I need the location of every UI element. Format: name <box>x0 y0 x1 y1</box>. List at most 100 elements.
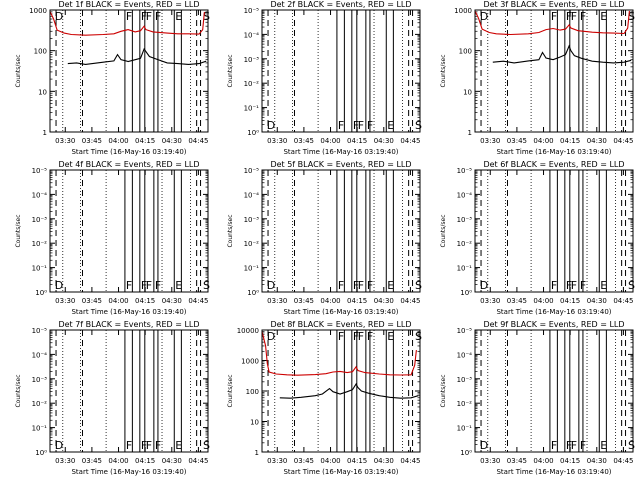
chart-panel-6: Det 6f BLACK = Events, RED = LLD Counts/s… <box>440 160 635 316</box>
events-series-line <box>67 47 207 65</box>
plot-frame <box>474 169 634 293</box>
y-tick-label: 100 <box>246 388 259 396</box>
y-axis-label: Counts/sec <box>15 54 22 87</box>
y-tick-label: 10⁰ <box>460 449 472 457</box>
x-tick-label: 04:45 <box>400 457 420 465</box>
marker-label-f: F <box>146 10 152 23</box>
marker-label-s: S <box>415 330 422 343</box>
y-tick-label: 10000 <box>237 327 259 335</box>
marker-label-e: E <box>387 119 394 132</box>
events-series-line <box>279 382 419 399</box>
marker-label-e: E <box>600 10 607 23</box>
x-axis-label: Start Time (16-May-16 03:19:40) <box>496 468 611 476</box>
x-axis-label: Start Time (16-May-16 03:19:40) <box>496 148 611 156</box>
y-tick-label: 1000 <box>454 7 472 15</box>
x-tick-label: 04:00 <box>320 297 340 305</box>
x-tick-label: 04:15 <box>347 297 367 305</box>
chart-panel-3: Det 3f BLACK = Events, RED = LLD Counts/s… <box>440 0 635 156</box>
x-tick-label: 04:15 <box>347 137 367 145</box>
y-tick-label: 10⁻¹ <box>244 105 260 113</box>
marker-label-d: D <box>480 279 488 292</box>
chart-title: Det 6f BLACK = Events, RED = LLD <box>483 160 624 169</box>
marker-label-d: D <box>267 119 275 132</box>
marker-label-f: F <box>338 119 344 132</box>
chart-panel-1: Det 1f BLACK = Events, RED = LLD Counts/s… <box>15 0 210 156</box>
lld-series-line <box>474 10 630 36</box>
chart-panel-4: Det 4f BLACK = Events, RED = LLD Counts/s… <box>15 160 210 316</box>
y-tick-label: 10⁻⁴ <box>457 191 473 199</box>
x-tick-label: 04:15 <box>560 137 580 145</box>
x-tick-label: 04:00 <box>108 137 128 145</box>
marker-label-f: F <box>141 279 147 292</box>
y-tick-label: 10⁻⁴ <box>32 191 48 199</box>
marker-label-d: D <box>267 279 275 292</box>
y-tick-label: 10⁰ <box>460 289 472 297</box>
x-tick-label: 04:00 <box>533 457 553 465</box>
marker-label-f: F <box>338 330 344 343</box>
y-tick-label: 10⁻³ <box>457 376 473 384</box>
x-tick-label: 04:00 <box>108 457 128 465</box>
x-tick-label: 03:45 <box>82 457 102 465</box>
y-tick-label: 10⁰ <box>35 449 47 457</box>
x-tick-label: 04:30 <box>587 457 607 465</box>
x-tick-label: 03:45 <box>82 137 102 145</box>
marker-label-e: E <box>600 279 607 292</box>
x-tick-label: 03:45 <box>507 457 527 465</box>
y-tick-label: 1 <box>43 129 47 137</box>
x-tick-label: 03:30 <box>267 137 287 145</box>
y-tick-label: 100 <box>34 48 47 56</box>
marker-label-e: E <box>175 10 182 23</box>
y-axis-label: Counts/sec <box>227 214 234 247</box>
x-tick-label: 04:30 <box>374 137 394 145</box>
marker-label-s: S <box>415 279 422 292</box>
chart-title: Det 9f BLACK = Events, RED = LLD <box>483 320 624 329</box>
y-axis-label: Counts/sec <box>227 54 234 87</box>
y-tick-label: 10⁻⁴ <box>457 351 473 359</box>
y-tick-label: 10⁻⁵ <box>32 167 48 175</box>
x-axis-label: Start Time (16-May-16 03:19:40) <box>283 468 398 476</box>
y-tick-label: 10⁻¹ <box>457 265 473 273</box>
marker-label-f: F <box>126 439 132 452</box>
marker-label-d: D <box>55 10 63 23</box>
lld-series-line <box>49 11 205 36</box>
chart-title: Det 4f BLACK = Events, RED = LLD <box>58 160 199 169</box>
marker-label-e: E <box>600 439 607 452</box>
y-tick-label: 10⁰ <box>35 289 47 297</box>
x-tick-label: 04:45 <box>400 297 420 305</box>
y-axis-label: Counts/sec <box>440 214 447 247</box>
y-tick-label: 10⁻² <box>457 400 473 408</box>
marker-label-f: F <box>571 439 577 452</box>
marker-label-s: S <box>203 10 210 23</box>
chart-title: Det 1f BLACK = Events, RED = LLD <box>58 0 199 9</box>
plot-frame <box>261 329 421 453</box>
x-axis-label: Start Time (16-May-16 03:19:40) <box>283 308 398 316</box>
y-tick-label: 10 <box>38 88 47 96</box>
chart-title: Det 3f BLACK = Events, RED = LLD <box>483 0 624 9</box>
y-tick-label: 10⁻³ <box>244 216 260 224</box>
x-tick-label: 04:30 <box>374 457 394 465</box>
x-tick-label: 04:15 <box>560 457 580 465</box>
x-tick-label: 04:00 <box>320 137 340 145</box>
plot-frame <box>49 9 209 133</box>
marker-label-f: F <box>141 10 147 23</box>
x-axis-label: Start Time (16-May-16 03:19:40) <box>71 148 186 156</box>
x-tick-label: 03:45 <box>294 137 314 145</box>
x-tick-label: 04:45 <box>613 297 633 305</box>
marker-label-d: D <box>480 439 488 452</box>
x-tick-label: 04:30 <box>162 297 182 305</box>
marker-label-e: E <box>387 330 394 343</box>
x-tick-label: 04:45 <box>613 137 633 145</box>
marker-label-d: D <box>55 279 63 292</box>
x-tick-label: 04:00 <box>108 297 128 305</box>
marker-label-f: F <box>367 330 373 343</box>
marker-label-e: E <box>387 279 394 292</box>
y-tick-label: 100 <box>459 48 472 56</box>
x-axis-label: Start Time (16-May-16 03:19:40) <box>71 468 186 476</box>
lld-series-line <box>261 331 417 376</box>
y-tick-label: 10⁰ <box>247 289 259 297</box>
y-tick-label: 10⁻³ <box>457 216 473 224</box>
x-tick-label: 04:30 <box>587 137 607 145</box>
y-tick-label: 1000 <box>29 7 47 15</box>
x-tick-label: 04:45 <box>613 457 633 465</box>
